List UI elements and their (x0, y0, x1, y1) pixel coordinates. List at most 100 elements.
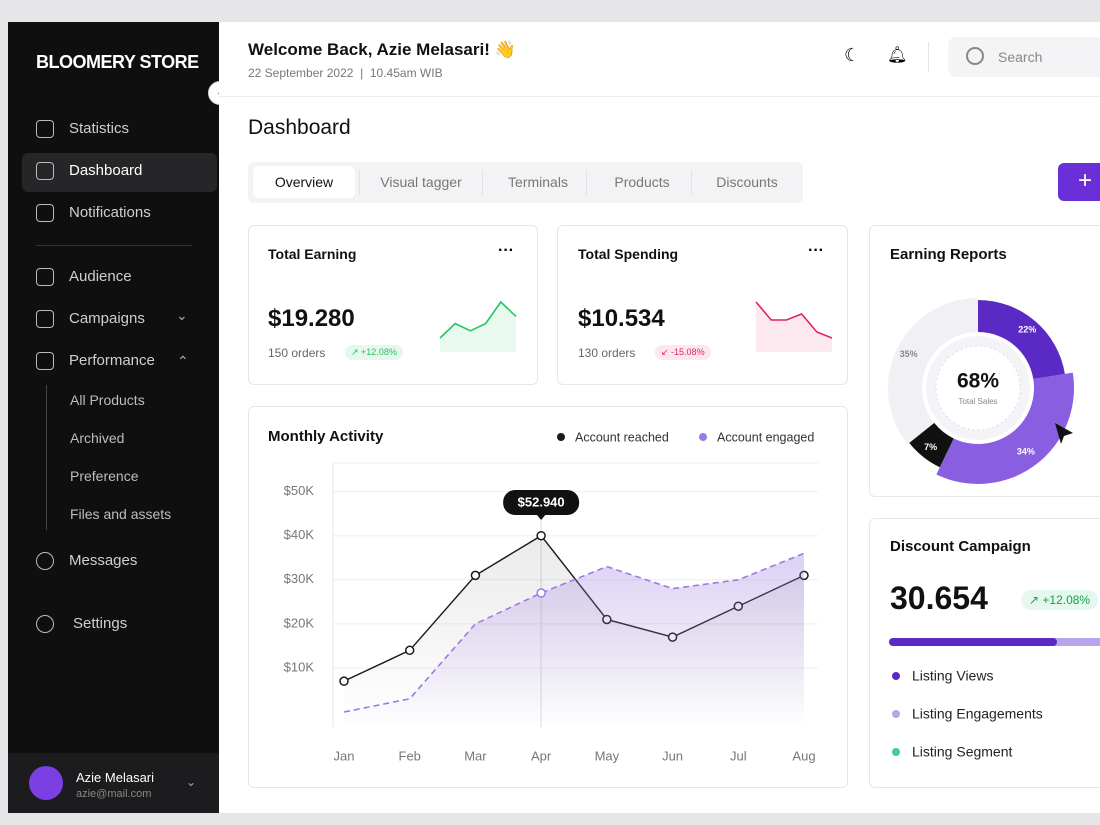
y-tick-label: $50K (284, 483, 315, 498)
notifications[interactable]: 🔔︎ (887, 47, 908, 64)
point (536, 588, 546, 598)
orders: 150 orders (268, 346, 326, 360)
card-value: $19.280 (268, 305, 355, 332)
tab[interactable]: Discounts (716, 174, 778, 190)
card-title: Total Earning (268, 246, 357, 262)
menu-label: Performance (69, 352, 155, 369)
change-text: +12.08% (361, 347, 397, 357)
menu-item[interactable]: Statistics (8, 117, 219, 141)
menu-item[interactable]: Settings (8, 612, 219, 636)
menu-label: Dashboard (69, 162, 143, 179)
submenu-item[interactable]: Archived (70, 430, 125, 446)
change-badge: ↙ -15.08% (655, 345, 711, 360)
donut-segment (978, 300, 1065, 380)
menu-label: Audience (69, 268, 132, 285)
tab-divider (586, 170, 587, 195)
active-bg (22, 153, 217, 192)
time: 10.45am WIB (369, 66, 443, 80)
menu-icon (36, 204, 54, 222)
y-tick-label: $30K (284, 571, 315, 586)
menu-icon (36, 615, 54, 633)
donut-segment (909, 422, 954, 468)
menu-label: Statistics (69, 120, 130, 137)
tab[interactable]: Visual tagger (380, 174, 462, 190)
tab[interactable]: Overview (274, 174, 334, 190)
donut-segment (888, 298, 978, 445)
menu-label: Settings (73, 615, 128, 632)
tooltip-bg (503, 490, 580, 515)
greeting: Welcome Back, Azie Melasari! 👋 (248, 40, 516, 59)
chevron: ⌄ (176, 307, 188, 323)
menu-item[interactable]: Campaigns ⌄ (8, 307, 219, 331)
legend-label: Account engaged (717, 430, 814, 444)
sparkline (439, 300, 517, 339)
search-placeholder: Search (998, 49, 1043, 65)
menu-icon (36, 268, 54, 286)
tab-divider (359, 170, 360, 195)
sub-line (46, 385, 47, 530)
legend-dot (892, 710, 900, 718)
tab[interactable]: Terminals (508, 174, 568, 190)
brand: BLOOMERY STORE (36, 52, 199, 72)
more-button[interactable]: ··· (498, 242, 514, 259)
menu-item[interactable]: Dashboard (8, 159, 219, 183)
y-tick-label: $20K (284, 615, 315, 630)
divider (928, 42, 929, 72)
menu-icon (36, 310, 54, 328)
legend-dot (699, 433, 707, 441)
x-tick-label: Mar (464, 748, 487, 763)
more-button[interactable]: ··· (808, 242, 824, 259)
sparkline-area (440, 302, 516, 352)
orders: 130 orders (578, 346, 636, 360)
user-email: azie@mail.com (76, 788, 152, 800)
search-icon (966, 47, 984, 65)
menu-item[interactable]: Audience (8, 265, 219, 289)
tab[interactable]: Products (614, 174, 670, 190)
donut-label: 34% (1017, 446, 1035, 456)
user-box[interactable]: Azie Melasari azie@mail.com ⌄ (8, 753, 219, 813)
discount-change: ↗ +12.08% (1021, 590, 1099, 610)
sparkline-area (756, 302, 832, 352)
legend-dot (892, 748, 900, 756)
donut-label: 7% (924, 442, 937, 452)
legend-dot (557, 433, 565, 441)
menu-icon (36, 552, 54, 570)
avatar (29, 766, 63, 800)
legend-label: Listing Segment (912, 744, 1013, 760)
search-box[interactable]: Search (948, 37, 1100, 77)
menu-icon (36, 120, 54, 138)
submenu-item[interactable]: Preference (70, 468, 139, 484)
menu-label: Campaigns (69, 310, 145, 327)
monthly-title: Monthly Activity (268, 428, 384, 445)
point (404, 645, 415, 656)
menu-item[interactable]: Messages (8, 549, 219, 573)
active-tab-bg (253, 166, 355, 198)
x-tick-label: Feb (399, 748, 421, 763)
change-text: -15.08% (671, 347, 705, 357)
submenu-item[interactable]: All Products (70, 392, 145, 408)
date: 22 September 2022 (248, 66, 354, 80)
menu-item[interactable]: Notifications (8, 201, 219, 225)
cursor (1055, 423, 1073, 444)
page-title: Dashboard (248, 116, 351, 139)
theme-toggle[interactable]: ☾ (844, 45, 861, 65)
tooltip-tip (536, 514, 547, 520)
legend-label: Account reached (575, 430, 669, 444)
point (470, 570, 481, 581)
submenu-item[interactable]: Files and assets (70, 506, 172, 522)
menu-item[interactable]: Performance ⌃ (8, 349, 219, 373)
chevron: ⌄ (186, 775, 197, 789)
x-tick-label: Aug (792, 748, 815, 763)
menu-icon (36, 162, 54, 180)
point (536, 530, 546, 541)
discount-change-text: +12.08% (1042, 593, 1091, 607)
donut-segment (936, 372, 1074, 484)
x-tick-label: Jul (730, 748, 747, 763)
card-value: $10.534 (578, 305, 665, 332)
series-area (344, 553, 804, 727)
y-tick-label: $10K (284, 659, 315, 674)
add-button[interactable]: + (1058, 163, 1100, 201)
menu-icon (36, 352, 54, 370)
menu-label: Notifications (69, 204, 151, 221)
